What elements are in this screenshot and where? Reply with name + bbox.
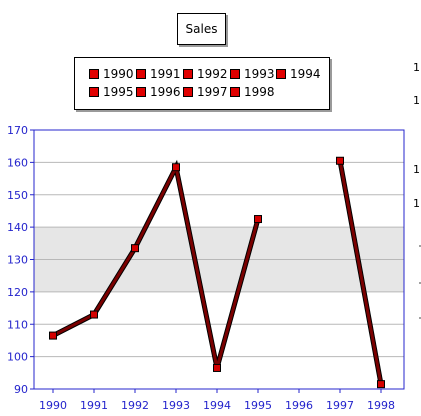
y-tick-label: 130 — [7, 254, 28, 267]
legend-swatch — [136, 87, 146, 97]
legend-item: 1997 — [183, 85, 228, 99]
clipped-axis-label: 1 — [413, 197, 420, 210]
legend-label: 1997 — [197, 85, 228, 99]
legend-label: 1990 — [103, 67, 134, 81]
legend-swatch — [89, 87, 99, 97]
legend-label: 1992 — [197, 67, 228, 81]
legend-item: 1991 — [136, 67, 181, 81]
legend-swatch — [276, 69, 286, 79]
chart-title: Sales — [185, 22, 218, 36]
x-tick-label: 1991 — [80, 399, 108, 412]
y-tick-label: 100 — [7, 351, 28, 364]
legend-item: 1996 — [136, 85, 181, 99]
x-tick-label: 1995 — [244, 399, 272, 412]
legend-label: 1998 — [244, 85, 275, 99]
x-tick-label: 1997 — [326, 399, 354, 412]
legend-item: 1998 — [230, 85, 275, 99]
legend-item: 1994 — [276, 67, 321, 81]
series-line — [338, 160, 383, 385]
legend-label: 1993 — [244, 67, 275, 81]
legend-label: 1995 — [103, 85, 134, 99]
y-tick-label: 110 — [7, 318, 28, 331]
legend-swatch — [230, 69, 240, 79]
legend-label: 1991 — [150, 67, 181, 81]
legend-item: 1995 — [89, 85, 134, 99]
x-tick-label: 1994 — [203, 399, 231, 412]
clipped-axis-label: 1 — [413, 163, 420, 176]
y-tick-label: 150 — [7, 189, 28, 202]
clipped-axis-label: 1 — [413, 61, 420, 74]
y-tick-label: 140 — [7, 221, 28, 234]
y-tick-label: 90 — [14, 383, 28, 396]
y-tick-label: 120 — [7, 286, 28, 299]
x-tick-label: 1998 — [367, 399, 395, 412]
legend: 1990 1991 1992 1993 1994 1995 1996 1997 1998 — [74, 57, 330, 110]
legend-label: 1996 — [150, 85, 181, 99]
data-point-marker — [90, 310, 98, 319]
data-point-marker — [254, 215, 262, 224]
legend-swatch — [89, 69, 99, 79]
data-point-marker — [336, 156, 344, 165]
legend-swatch — [230, 87, 240, 97]
legend-swatch — [183, 87, 193, 97]
legend-swatch — [136, 69, 146, 79]
data-point-marker — [213, 363, 221, 372]
legend-item: 1992 — [183, 67, 228, 81]
y-tick-label: 160 — [7, 156, 28, 169]
x-tick-label: 1996 — [285, 399, 313, 412]
legend-item: 1990 — [89, 67, 134, 81]
data-point-marker — [377, 380, 385, 389]
legend-label: 1994 — [290, 67, 321, 81]
data-point-marker — [49, 331, 57, 340]
x-tick-label: 1992 — [121, 399, 149, 412]
chart-title-box: Sales — [177, 13, 226, 45]
y-tick-label: 170 — [7, 124, 28, 137]
legend-swatch — [183, 69, 193, 79]
data-point-marker — [131, 244, 139, 253]
series-line — [52, 162, 260, 369]
clipped-axis-label: 1 — [413, 94, 420, 107]
data-point-marker — [172, 163, 180, 172]
x-tick-label: 1990 — [39, 399, 67, 412]
x-tick-label: 1993 — [162, 399, 190, 412]
legend-item: 1993 — [230, 67, 275, 81]
